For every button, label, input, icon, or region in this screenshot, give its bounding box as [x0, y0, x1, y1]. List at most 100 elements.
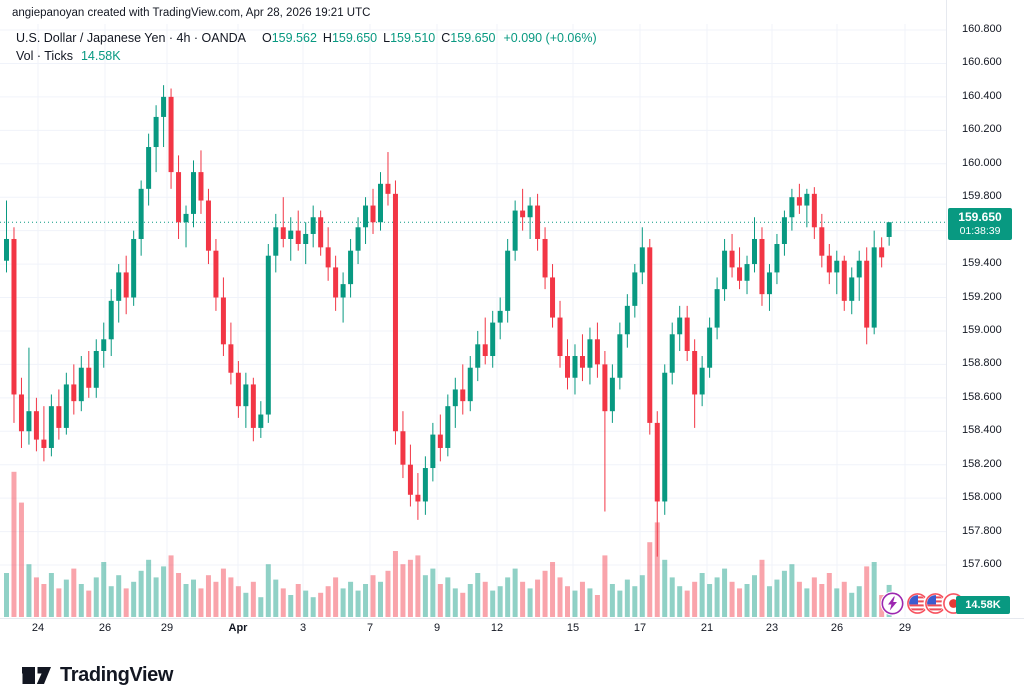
close-value: 159.650 — [450, 31, 496, 45]
symbol-title[interactable]: U.S. Dollar / Japanese Yen · 4h · OANDA — [16, 31, 246, 45]
time-tick-label: 23 — [765, 622, 779, 634]
volume-bar — [647, 542, 653, 617]
volume-bar — [482, 581, 488, 617]
candle — [228, 322, 234, 385]
price-tick-label: 160.800 — [962, 23, 1002, 35]
volume-bar — [205, 575, 211, 617]
volume-bar — [4, 573, 9, 617]
volume-bar — [789, 564, 795, 617]
time-tick-label: 26 — [830, 622, 844, 634]
candle — [811, 187, 817, 239]
candle — [579, 334, 585, 382]
candle — [378, 172, 383, 231]
candle — [41, 406, 47, 462]
volume-bar — [18, 502, 24, 617]
volume-indicator-value: 14.58K — [80, 49, 121, 63]
volume-bar — [101, 562, 107, 617]
attribution-text: angiepanoyan created with TradingView.co… — [12, 7, 371, 19]
candle — [407, 444, 413, 507]
time-tick-label: 9 — [433, 622, 441, 634]
us-flag-icon[interactable] — [905, 591, 930, 616]
last-price-value: 159.650 — [958, 210, 1002, 224]
time-tick-label: Apr — [228, 622, 248, 634]
volume-bar — [363, 584, 369, 617]
volume-bar — [153, 577, 159, 617]
volume-bar — [430, 568, 436, 617]
volume-bar — [684, 590, 690, 617]
volume-bar — [572, 590, 578, 617]
volume-indicator-title[interactable]: Vol · Ticks — [16, 49, 73, 63]
candle — [153, 105, 159, 173]
volume-bar — [78, 584, 84, 617]
volume-bar — [303, 590, 309, 617]
chart-legend[interactable]: U.S. Dollar / Japanese Yen · 4h · OANDA O… — [16, 29, 597, 65]
time-tick-label: 12 — [490, 622, 504, 634]
chart-pane[interactable] — [0, 0, 946, 618]
candle — [624, 294, 630, 348]
volume-bar — [512, 568, 518, 617]
volume-bar — [138, 570, 144, 617]
price-tick-label: 159.000 — [962, 323, 1002, 336]
time-tick-label: 29 — [898, 622, 912, 634]
price-tick-label: 158.800 — [962, 357, 1002, 370]
candle — [535, 193, 541, 251]
time-tick-label: 24 — [31, 622, 45, 634]
candle — [849, 267, 855, 315]
volume-bar — [565, 586, 570, 617]
time-tick-label: 3 — [299, 622, 307, 634]
volume-bar — [752, 575, 757, 617]
candle — [729, 233, 735, 278]
candle — [385, 152, 391, 206]
candle — [123, 255, 129, 315]
volume-bar — [161, 566, 167, 617]
candle — [527, 197, 533, 239]
candle — [677, 305, 683, 351]
volume-bar — [594, 595, 600, 617]
volume-bar — [220, 568, 226, 617]
candle — [430, 422, 436, 482]
candle — [205, 188, 211, 265]
candle — [759, 227, 765, 306]
candle — [632, 264, 638, 318]
volume-bar — [310, 597, 316, 617]
volume-bar — [93, 577, 99, 617]
candle — [295, 210, 301, 251]
bar-countdown: 01:38:39 — [959, 225, 1001, 237]
volume-bar — [191, 579, 196, 617]
volume-bar — [729, 581, 735, 617]
volume-bar — [288, 595, 294, 617]
price-tick-label: 160.200 — [962, 123, 1002, 136]
volume-bar — [385, 570, 391, 617]
candle — [422, 456, 428, 515]
candle — [594, 322, 600, 378]
price-tick-label: 158.200 — [962, 457, 1002, 470]
candle — [183, 205, 189, 248]
candle — [18, 377, 24, 448]
volume-bar — [348, 581, 354, 617]
time-scale-separator — [0, 618, 1024, 619]
volume-bar — [714, 577, 720, 617]
volume-bar — [56, 588, 62, 617]
volume-bar — [550, 562, 556, 617]
legend-row-symbol: U.S. Dollar / Japanese Yen · 4h · OANDA O… — [16, 29, 597, 47]
tradingview-logo-mark — [22, 667, 51, 684]
lightning-event-icon[interactable] — [880, 591, 905, 616]
volume-bar — [632, 586, 638, 617]
volume-bar — [639, 575, 645, 617]
candle — [392, 180, 398, 445]
open-value: 159.562 — [271, 31, 317, 45]
volume-bar — [609, 584, 615, 617]
price-tick-label: 157.600 — [962, 558, 1002, 570]
tradingview-logo[interactable]: TradingView — [20, 661, 173, 689]
volume-bar — [662, 559, 668, 617]
volume-bar — [213, 581, 219, 617]
volume-bar — [86, 590, 92, 617]
volume-bar — [834, 588, 840, 617]
low-label: L — [383, 31, 391, 45]
volume-bar — [602, 555, 608, 617]
candle — [33, 397, 39, 452]
candle — [572, 344, 578, 395]
candle — [93, 339, 99, 398]
volume-bar — [864, 566, 870, 617]
candle — [26, 347, 32, 445]
